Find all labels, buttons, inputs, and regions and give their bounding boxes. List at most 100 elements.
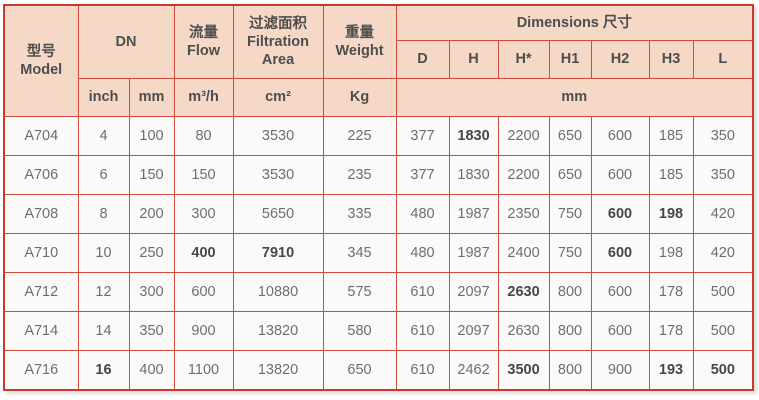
unit-mm: mm — [128, 78, 175, 117]
header-weight: 重量 Weight — [322, 4, 397, 79]
cell-h: 1830 — [448, 155, 499, 195]
table-row: A706 6 150 150 3530 235 377 1830 2200 65… — [3, 155, 754, 195]
cell-area: 10880 — [232, 272, 324, 312]
cell-h-star: 2630 — [497, 311, 550, 351]
header-weight-en: Weight — [335, 43, 384, 59]
cell-dn-inch: 8 — [77, 194, 130, 234]
subheader-h2: H2 — [590, 40, 650, 79]
table-row: A710 10 250 400 7910 345 480 1987 2400 7… — [3, 233, 754, 273]
cell-model: A708 — [3, 194, 79, 234]
cell-h-star: 2200 — [497, 116, 550, 156]
cell-flow: 150 — [173, 155, 234, 195]
cell-d: 610 — [395, 272, 450, 312]
cell-h3: 198 — [648, 233, 694, 273]
cell-dn-inch: 4 — [77, 116, 130, 156]
cell-h3: 178 — [648, 311, 694, 351]
unit-weight: Kg — [322, 78, 397, 117]
cell-l: 350 — [692, 155, 754, 195]
cell-area: 3530 — [232, 155, 324, 195]
subheader-h3: H3 — [648, 40, 694, 79]
cell-flow: 300 — [173, 194, 234, 234]
header-flow-en: Flow — [187, 43, 221, 59]
cell-h3: 185 — [648, 116, 694, 156]
cell-dn-mm: 200 — [128, 194, 175, 234]
table-row: A708 8 200 300 5650 335 480 1987 2350 75… — [3, 194, 754, 234]
cell-h: 2097 — [448, 311, 499, 351]
cell-d: 377 — [395, 116, 450, 156]
cell-weight: 235 — [322, 155, 397, 195]
cell-h1: 750 — [548, 233, 592, 273]
header-row-units: inch mm m³/h cm² Kg mm — [4, 78, 754, 117]
subheader-h1: H1 — [548, 40, 592, 79]
subheader-h: H — [448, 40, 499, 79]
header-flow-zh: 流量 — [189, 24, 219, 41]
header-area-en: Filtration Area — [247, 33, 310, 69]
cell-weight: 345 — [322, 233, 397, 273]
cell-dn-inch: 16 — [77, 350, 130, 391]
table-row: A712 12 300 600 10880 575 610 2097 2630 … — [3, 272, 754, 312]
cell-d: 480 — [395, 233, 450, 273]
cell-dn-mm: 100 — [128, 116, 175, 156]
cell-h-star: 2400 — [497, 233, 550, 273]
cell-flow: 900 — [173, 311, 234, 351]
cell-dn-inch: 12 — [77, 272, 130, 312]
cell-h3: 185 — [648, 155, 694, 195]
cell-l: 500 — [692, 311, 754, 351]
cell-h1: 650 — [548, 116, 592, 156]
cell-h2: 900 — [590, 350, 650, 391]
cell-area: 13820 — [232, 311, 324, 351]
subheader-l: L — [692, 40, 754, 79]
cell-h-star: 2630 — [497, 272, 550, 312]
cell-h3: 198 — [648, 194, 694, 234]
header-filtration-area: 过滤面积 Filtration Area — [232, 4, 324, 79]
cell-d: 610 — [395, 311, 450, 351]
table-row: A714 14 350 900 13820 580 610 2097 2630 … — [3, 311, 754, 351]
cell-h: 1830 — [448, 116, 499, 156]
cell-model: A704 — [3, 116, 79, 156]
cell-dn-mm: 250 — [128, 233, 175, 273]
cell-h1: 800 — [548, 311, 592, 351]
cell-d: 377 — [395, 155, 450, 195]
cell-h1: 800 — [548, 350, 592, 391]
cell-h2: 600 — [590, 155, 650, 195]
cell-h2: 600 — [590, 272, 650, 312]
unit-area: cm² — [232, 78, 324, 117]
cell-l: 500 — [692, 350, 754, 391]
cell-l: 420 — [692, 233, 754, 273]
unit-inch: inch — [77, 78, 130, 117]
cell-flow: 80 — [173, 116, 234, 156]
cell-h2: 600 — [590, 233, 650, 273]
cell-h1: 650 — [548, 155, 592, 195]
cell-model: A706 — [3, 155, 79, 195]
cell-model: A712 — [3, 272, 79, 312]
cell-dn-mm: 350 — [128, 311, 175, 351]
cell-dn-inch: 10 — [77, 233, 130, 273]
cell-h1: 750 — [548, 194, 592, 234]
header-row-1: 型号 Model DN 流量 Flow 过滤面积 Filtration Area… — [3, 4, 754, 117]
cell-dn-inch: 6 — [77, 155, 130, 195]
cell-weight: 575 — [322, 272, 397, 312]
header-model-zh: 型号 — [26, 43, 56, 60]
cell-h: 2462 — [448, 350, 499, 391]
cell-flow: 600 — [173, 272, 234, 312]
cell-weight: 580 — [322, 311, 397, 351]
cell-h2: 600 — [590, 194, 650, 234]
cell-model: A716 — [3, 350, 79, 391]
cell-dn-mm: 300 — [128, 272, 175, 312]
cell-dn-mm: 400 — [128, 350, 175, 391]
cell-h3: 178 — [648, 272, 694, 312]
cell-area: 7910 — [232, 233, 324, 273]
table-row: A704 4 100 80 3530 225 377 1830 2200 650… — [3, 116, 754, 156]
unit-flow: m³/h — [173, 78, 234, 117]
cell-weight: 225 — [322, 116, 397, 156]
header-dimensions: Dimensions 尺寸 — [395, 4, 754, 41]
cell-area: 3530 — [232, 116, 324, 156]
header-flow: 流量 Flow — [173, 4, 234, 79]
cell-d: 480 — [395, 194, 450, 234]
header-area-zh: 过滤面积 — [249, 15, 308, 32]
cell-h-star: 2200 — [497, 155, 550, 195]
header-dn: DN — [77, 4, 175, 79]
cell-h: 2097 — [448, 272, 499, 312]
spec-table-container: 型号 Model DN 流量 Flow 过滤面积 Filtration Area… — [3, 4, 755, 391]
cell-area: 5650 — [232, 194, 324, 234]
